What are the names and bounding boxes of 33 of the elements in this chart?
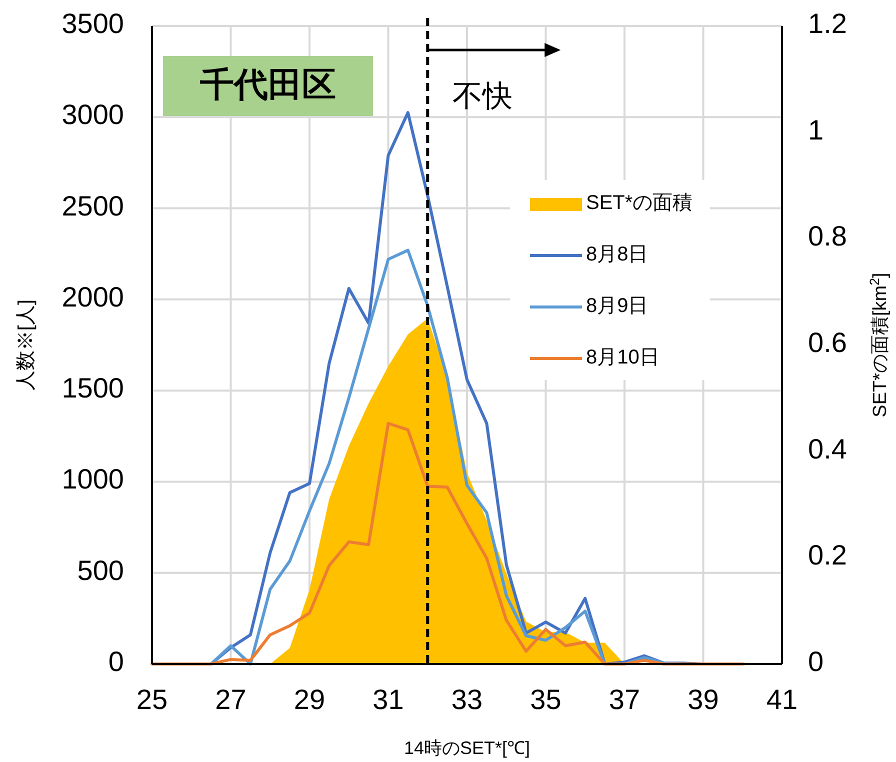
x-tick-label: 33 — [451, 684, 483, 715]
x-tick-label: 37 — [608, 684, 640, 715]
y2-tick-label: 0.4 — [808, 434, 847, 465]
y-tick-label: 1000 — [62, 464, 124, 496]
line-series — [150, 422, 744, 666]
x-tick-label: 35 — [530, 684, 562, 715]
y2-tick-label: 0.2 — [808, 540, 847, 572]
y-tick-label: 2500 — [62, 190, 124, 222]
x-tick-label: 27 — [215, 684, 246, 715]
y2-tick-label: 1 — [808, 114, 824, 146]
legend-label: 8月10日 — [586, 346, 660, 369]
text: 千代田区 — [199, 66, 336, 104]
y-tick-label: 2000 — [62, 282, 124, 313]
y2-tick-label: 0.8 — [808, 221, 847, 252]
legend-label: 8月8日 — [586, 244, 648, 266]
x-tick-label: 41 — [766, 684, 798, 715]
y-tick-label: 500 — [77, 555, 124, 586]
annotation: 不快 — [452, 80, 513, 113]
legend-label: 8月9日 — [586, 295, 648, 318]
x-axis-title: 14時のSET*[℃] — [404, 738, 530, 758]
y-tick-label: 3500 — [62, 8, 124, 40]
x-tick-label: 31 — [372, 684, 404, 715]
y2-tick-label: 0.6 — [808, 327, 847, 358]
x-tick-label: 39 — [688, 684, 719, 715]
x-tick-label: 29 — [294, 684, 326, 715]
y2-tick-label: 1.2 — [808, 8, 847, 40]
x-tick-label: 25 — [136, 684, 168, 715]
legend-label: SET*の面積 — [586, 192, 693, 214]
y-tick-label: 1500 — [62, 372, 124, 404]
y2-tick-label: 0 — [808, 646, 824, 678]
y-axis-title: 人数※[人] — [15, 299, 37, 391]
y-tick-label: 0 — [108, 646, 124, 678]
y-tick-label: 3000 — [62, 100, 124, 131]
